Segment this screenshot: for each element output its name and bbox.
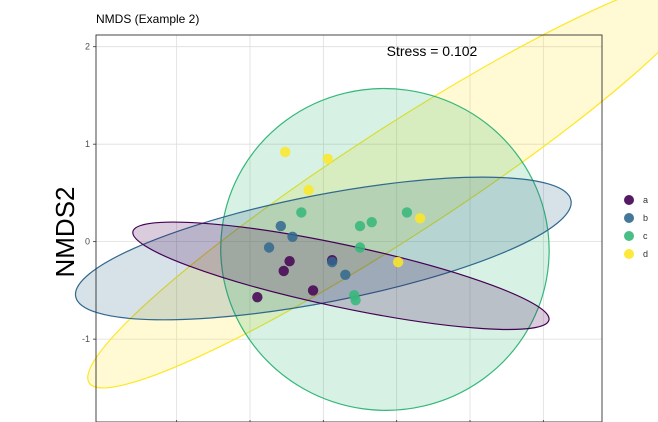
ellipse-group-b <box>74 176 572 321</box>
point-group-a <box>252 292 263 303</box>
point-group-c <box>354 220 366 232</box>
point-group-b <box>340 269 351 281</box>
point-group-c <box>366 216 377 228</box>
legend-label-a: a <box>643 195 648 205</box>
stress-annotation: Stress = 0.102 <box>387 43 478 59</box>
point-group-b <box>263 242 275 253</box>
legend-key-a <box>624 195 634 205</box>
point-group-b <box>275 220 286 232</box>
point-group-c <box>350 294 361 306</box>
y-tick-label: -1 <box>82 334 90 344</box>
point-group-a <box>307 285 319 296</box>
point-group-c <box>354 242 366 253</box>
y-tick-label: 0 <box>85 237 90 247</box>
ellipse-group-c <box>220 87 550 411</box>
legend-label-d: d <box>643 249 648 259</box>
point-group-b <box>326 256 338 268</box>
legend-key-d <box>624 249 634 259</box>
y-tick-label: 1 <box>85 139 90 149</box>
legend-key-c <box>624 231 634 241</box>
point-group-d <box>322 153 333 165</box>
panel-border <box>95 34 603 422</box>
point-group-d <box>392 256 404 268</box>
chart-title: NMDS (Example 2) <box>96 12 199 26</box>
point-group-d <box>303 184 314 196</box>
y-tick-label: 2 <box>85 42 90 52</box>
point-group-c <box>401 207 413 218</box>
point-group-d <box>414 213 426 224</box>
legend-label-b: b <box>643 213 648 223</box>
point-group-a <box>278 265 289 277</box>
y-axis-title: NMDS2 <box>50 186 80 277</box>
point-group-a <box>284 255 295 267</box>
axes: -1 0 1 2 <box>82 42 544 422</box>
point-group-b <box>287 231 298 242</box>
legend-key-b <box>624 213 634 223</box>
ellipses <box>74 0 658 411</box>
point-group-c <box>296 207 307 218</box>
legend-label-c: c <box>643 231 648 241</box>
points <box>252 146 426 306</box>
point-group-d <box>280 146 291 158</box>
